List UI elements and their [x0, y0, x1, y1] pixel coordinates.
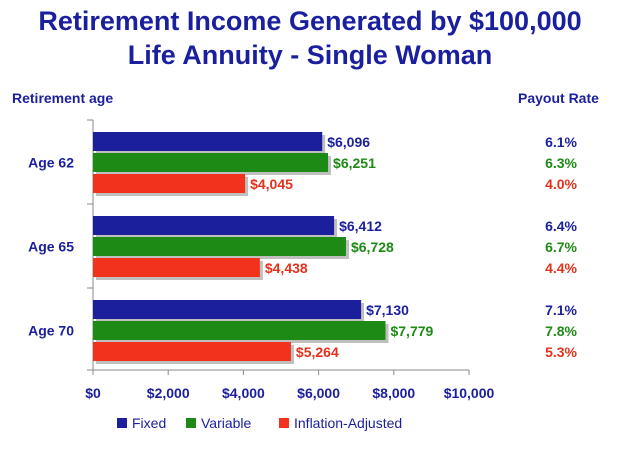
legend-swatch — [186, 418, 196, 428]
bar — [93, 321, 386, 340]
payout-rate-value: 6.7% — [545, 239, 577, 255]
bar-value-label: $4,045 — [250, 176, 293, 192]
bar — [93, 342, 291, 361]
chart-title-line-2: Life Annuity - Single Woman — [127, 40, 493, 70]
payout-rate-value: 4.0% — [545, 176, 577, 192]
bar — [93, 132, 323, 151]
payout-rate-value: 7.1% — [545, 302, 577, 318]
bar-value-label: $5,264 — [296, 344, 339, 360]
category-label: Age 62 — [28, 155, 74, 171]
bar — [93, 237, 346, 256]
x-tick-label: $6,000 — [297, 385, 340, 401]
payout-rate-header: Payout Rate — [518, 90, 599, 106]
bar-value-label: $4,438 — [265, 260, 308, 276]
category-label: Age 65 — [28, 239, 74, 255]
bar-value-label: $6,251 — [333, 155, 376, 171]
payout-rate-value: 5.3% — [545, 344, 577, 360]
legend-label: Variable — [201, 415, 252, 431]
legend-label: Fixed — [132, 415, 166, 431]
chart-title: Retirement Income Generated by $100,000 … — [0, 4, 620, 72]
category-label: Age 70 — [28, 323, 74, 339]
bar — [93, 300, 362, 319]
payout-rate-value: 6.3% — [545, 155, 577, 171]
bar-value-label: $6,412 — [339, 218, 382, 234]
x-tick-label: $0 — [85, 385, 101, 401]
x-tick-label: $4,000 — [222, 385, 265, 401]
legend-swatch — [117, 418, 127, 428]
bar — [93, 174, 246, 193]
payout-rate-value: 6.4% — [545, 218, 577, 234]
payout-rate-value: 4.4% — [545, 260, 577, 276]
bar-value-label: $7,779 — [390, 323, 433, 339]
bar-value-label: $6,728 — [351, 239, 394, 255]
payout-rate-value: 7.8% — [545, 323, 577, 339]
chart-title-line-1: Retirement Income Generated by $100,000 — [38, 6, 582, 36]
bar — [93, 258, 260, 277]
bar — [93, 153, 329, 172]
bar-value-label: $6,096 — [327, 134, 370, 150]
legend-swatch — [279, 418, 289, 428]
x-tick-label: $8,000 — [372, 385, 415, 401]
legend-label: Inflation-Adjusted — [294, 415, 402, 431]
x-tick-label: $10,000 — [444, 385, 495, 401]
payout-rate-value: 6.1% — [545, 134, 577, 150]
x-tick-label: $2,000 — [147, 385, 190, 401]
y-axis-label: Retirement age — [12, 90, 114, 106]
bar-value-label: $7,130 — [366, 302, 409, 318]
bar — [93, 216, 335, 235]
